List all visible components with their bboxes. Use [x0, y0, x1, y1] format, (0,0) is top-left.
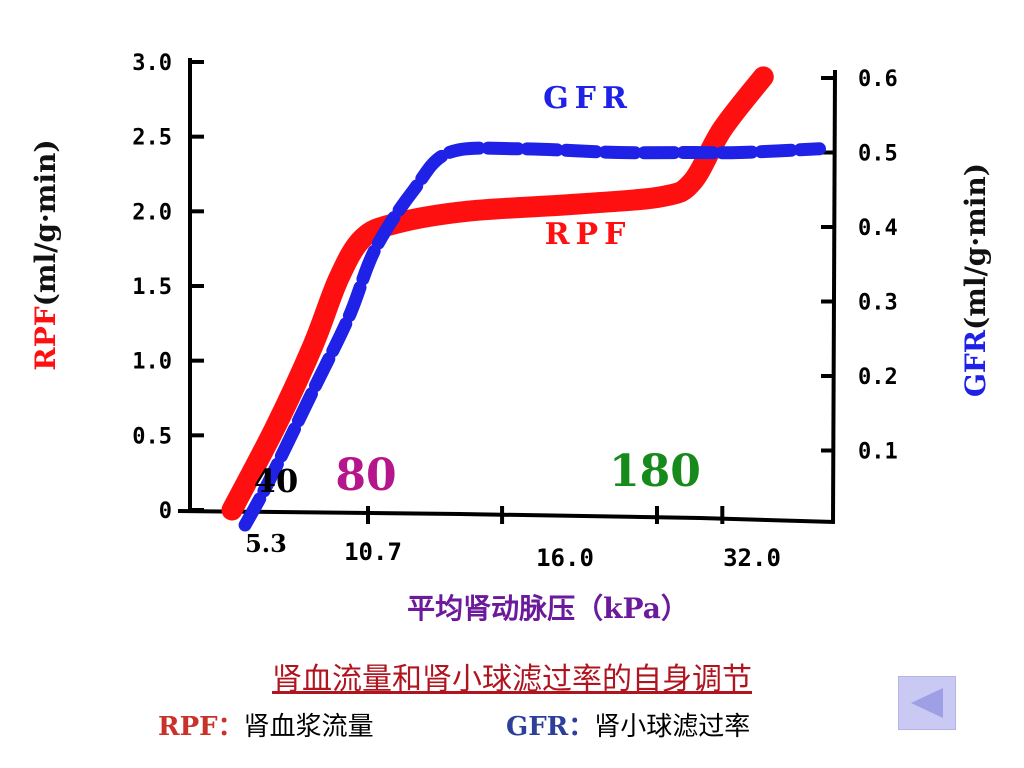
left-tick-label: 3.0	[132, 51, 172, 76]
x-axis-line	[177, 509, 836, 524]
legend-rpf-key: RPF：	[158, 712, 244, 742]
legend-gfr-key: GFR：	[506, 712, 595, 742]
left-tick-label: 0	[159, 499, 172, 524]
right-tick-label: 0.4	[858, 216, 898, 241]
legend-gfr: GFR：肾小球滤过率	[506, 706, 750, 743]
right-axis-title-unit: (ml/g·min)	[959, 163, 992, 330]
right-axis-title: GFR(ml/g·min)	[959, 163, 992, 397]
left-axis-title-series: RPF	[29, 306, 62, 370]
gfr-series-label: GFR	[543, 81, 633, 116]
left-tick-label: 0.5	[132, 424, 172, 449]
chart-series	[221, 66, 826, 532]
x-tick-label: 32.0	[723, 544, 781, 572]
marker-label-80: 80	[335, 450, 396, 501]
legend-rpf: RPF：肾血浆流量	[158, 706, 374, 743]
left-triangle-icon	[911, 688, 943, 718]
right-tick-label: 0.1	[858, 440, 898, 465]
x-tick-label: 16.0	[536, 544, 594, 572]
chart-labels: 0 0.5 1.0 1.5 2.0 2.5 3.0 0.1 0.2 0.3 0.4 0.5 0.6 5.3…	[29, 51, 992, 625]
marker-label-180: 180	[609, 446, 701, 497]
left-tick-label: 2.5	[132, 126, 172, 151]
left-tick-label: 1.5	[132, 275, 172, 300]
left-tick-label: 2.0	[132, 200, 172, 225]
chart-caption: 肾血流量和肾小球滤过率的自身调节	[272, 662, 752, 697]
rpf-series-line	[221, 66, 774, 521]
gfr-series-line	[238, 141, 826, 532]
chart-axes	[177, 58, 837, 524]
right-tick-label: 0.6	[858, 67, 898, 92]
legend-rpf-desc: 肾血浆流量	[243, 712, 374, 742]
back-button[interactable]	[898, 676, 956, 730]
legend-gfr-desc: 肾小球滤过率	[594, 712, 751, 742]
left-axis-title-unit: (ml/g·min)	[29, 139, 62, 306]
x-axis-title: 平均肾动脉压（kPa）	[407, 592, 689, 625]
right-axis-line	[831, 69, 837, 523]
right-tick-label: 0.3	[858, 291, 898, 316]
x-tick-label: 5.3	[245, 529, 287, 558]
marker-label-40: 40	[254, 462, 299, 500]
right-tick-label: 0.5	[858, 142, 898, 167]
rpf-series-label: RPF	[545, 217, 632, 252]
right-tick-label: 0.2	[858, 365, 898, 390]
left-axis-title: RPF(ml/g·min)	[29, 139, 62, 370]
right-axis-title-series: GFR	[959, 329, 992, 397]
x-tick-label: 10.7	[344, 538, 402, 566]
left-tick-label: 1.0	[132, 350, 172, 375]
